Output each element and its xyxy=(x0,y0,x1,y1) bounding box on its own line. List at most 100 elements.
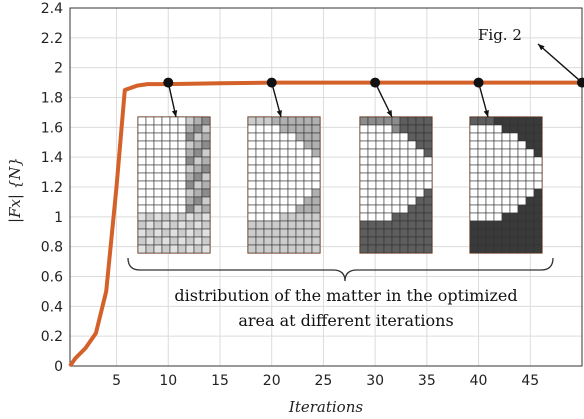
inset-cell xyxy=(247,124,257,134)
inset-cell xyxy=(161,228,171,238)
inset-cell xyxy=(399,140,409,150)
inset-cell xyxy=(423,220,433,230)
inset-cell xyxy=(255,212,265,222)
inset-cell xyxy=(423,164,433,174)
inset-cell xyxy=(271,196,281,206)
inset-cell xyxy=(271,228,281,238)
inset-cell xyxy=(399,156,409,166)
inset-cell xyxy=(391,188,401,198)
inset-cell xyxy=(161,204,171,214)
inset-cell xyxy=(153,244,163,254)
y-tick-label: 0.2 xyxy=(41,329,63,345)
inset-cell xyxy=(153,212,163,222)
inset-cell xyxy=(137,196,147,206)
inset-cell xyxy=(185,196,195,206)
inset-cell xyxy=(367,180,377,190)
inset-cell xyxy=(145,204,155,214)
inset-cell xyxy=(169,148,179,158)
inset-cell xyxy=(201,140,211,150)
inset-cell xyxy=(477,196,487,206)
inset-cell xyxy=(485,204,495,214)
inset-cell xyxy=(533,156,543,166)
inset-cell xyxy=(477,212,487,222)
plot-frame xyxy=(69,7,583,367)
inset-cell xyxy=(153,204,163,214)
inset-cell xyxy=(517,180,527,190)
inset-cell xyxy=(295,148,305,158)
inset-cell xyxy=(295,164,305,174)
inset-cell xyxy=(255,148,265,158)
inset-cell xyxy=(287,236,297,246)
inset-cell xyxy=(375,244,385,254)
inset-cell xyxy=(279,124,289,134)
inset-cell xyxy=(391,140,401,150)
inset-cell xyxy=(383,164,393,174)
inset-cell xyxy=(469,164,479,174)
inset-cell xyxy=(287,164,297,174)
inset-cell xyxy=(161,244,171,254)
inset-cell xyxy=(255,188,265,198)
series-line xyxy=(68,80,582,368)
inset-cell xyxy=(493,196,503,206)
inset-cell xyxy=(399,164,409,174)
inset-cell xyxy=(525,196,535,206)
inset-cell xyxy=(161,148,171,158)
inset-cell xyxy=(255,172,265,182)
inset-cell xyxy=(177,188,187,198)
inset-cell xyxy=(485,156,495,166)
inset-cell xyxy=(469,132,479,142)
inset-cell xyxy=(263,244,273,254)
inset-cell xyxy=(295,140,305,150)
inset-cell xyxy=(517,212,527,222)
inset-cell xyxy=(423,172,433,182)
inset-cell xyxy=(311,148,321,158)
inset-cell xyxy=(287,204,297,214)
inset-cell xyxy=(367,140,377,150)
inset-cell xyxy=(375,220,385,230)
inset-cell xyxy=(185,244,195,254)
inset-cell xyxy=(295,196,305,206)
inset-cell xyxy=(517,244,527,254)
inset-cell xyxy=(247,244,257,254)
inset-cell xyxy=(145,220,155,230)
arrows xyxy=(167,43,583,118)
inset-cell xyxy=(271,188,281,198)
inset-cell xyxy=(185,156,195,166)
inset-cell xyxy=(493,172,503,182)
inset-cell xyxy=(423,236,433,246)
inset-cell xyxy=(161,180,171,190)
inset-cell xyxy=(477,204,487,214)
inset-cell xyxy=(193,156,203,166)
inset-cell xyxy=(407,116,417,126)
inset-cell xyxy=(485,180,495,190)
x-tick-label: 20 xyxy=(263,373,281,389)
inset-cell xyxy=(271,204,281,214)
inset-cell xyxy=(375,116,385,126)
inset-cell xyxy=(279,140,289,150)
y-tick-label: 0.4 xyxy=(41,299,63,315)
inset-cell xyxy=(469,148,479,158)
inset-cell xyxy=(169,180,179,190)
inset-cell xyxy=(367,196,377,206)
inset-cell xyxy=(303,132,313,142)
inset-cell xyxy=(279,116,289,126)
inset-cell xyxy=(177,204,187,214)
inset-cell xyxy=(145,148,155,158)
inset-cell xyxy=(407,244,417,254)
inset-cell xyxy=(415,180,425,190)
inset-cell xyxy=(359,244,369,254)
data-marker xyxy=(370,77,381,88)
inset-cell xyxy=(391,132,401,142)
inset-cell xyxy=(477,156,487,166)
inset-cell xyxy=(161,164,171,174)
inset-cell xyxy=(177,156,187,166)
x-tick-label: 25 xyxy=(315,373,333,389)
inset-cell xyxy=(375,204,385,214)
inset-cell xyxy=(295,212,305,222)
inset-cell xyxy=(271,180,281,190)
inset-cell xyxy=(407,148,417,158)
inset-cell xyxy=(255,196,265,206)
inset-cell xyxy=(359,164,369,174)
inset-cell xyxy=(177,212,187,222)
inset-cell xyxy=(367,148,377,158)
